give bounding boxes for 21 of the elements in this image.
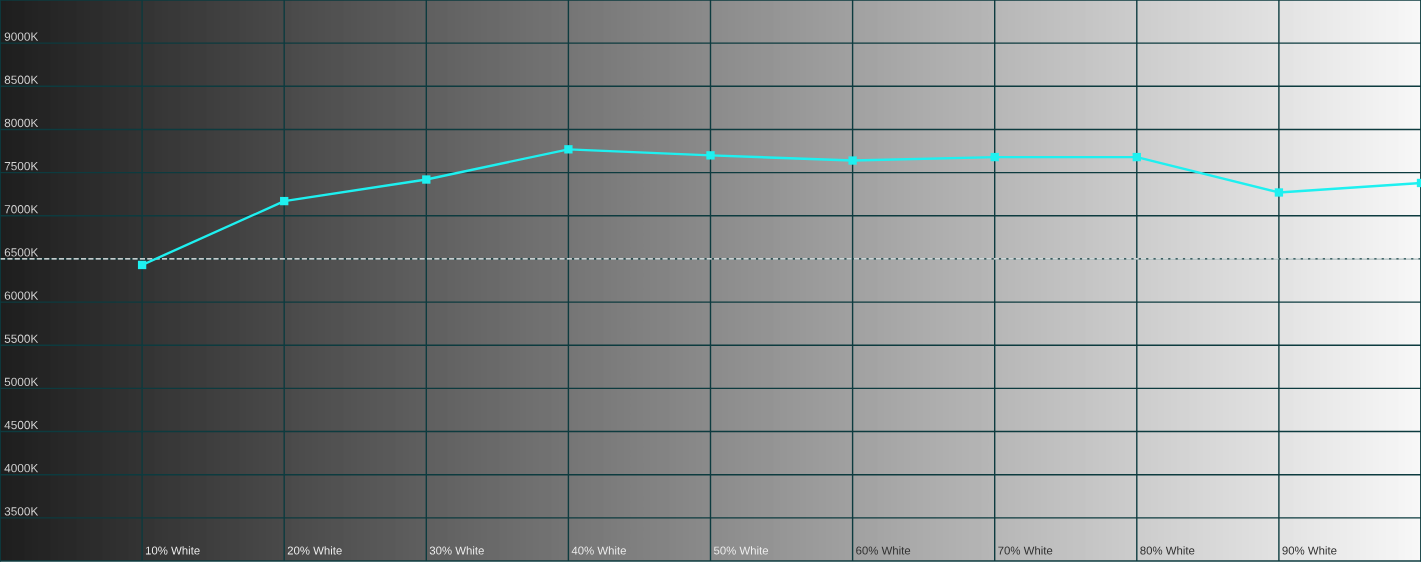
x-tick-label: 30% White <box>429 546 484 555</box>
x-tick-label: 80% White <box>1140 546 1195 555</box>
y-tick-label: 6000K <box>4 291 39 300</box>
y-tick-label: 4500K <box>4 420 39 430</box>
y-tick-label: 6500K <box>4 248 39 257</box>
y-tick-label: 5500K <box>4 334 39 343</box>
x-tick-label: 60% White <box>856 546 911 555</box>
y-tick-label: 5000K <box>4 377 39 387</box>
y-tick-label: 9000K <box>4 32 39 41</box>
x-tick-label: 50% White <box>713 546 769 555</box>
y-tick-label: 8000K <box>4 118 39 128</box>
x-tick-label: 70% White <box>998 546 1053 555</box>
y-tick-label: 4000K <box>4 464 39 473</box>
y-tick-label: 8500K <box>4 75 39 84</box>
y-tick-label: 3500K <box>4 507 39 516</box>
x-tick-label: 10% White <box>145 546 200 555</box>
y-tick-label: 7000K <box>4 205 39 214</box>
x-tick-label: 40% White <box>571 546 626 555</box>
y-tick-label: 7500K <box>4 161 39 171</box>
x-tick-label: 90% White <box>1282 546 1337 555</box>
x-tick-label: 20% White <box>287 546 342 555</box>
